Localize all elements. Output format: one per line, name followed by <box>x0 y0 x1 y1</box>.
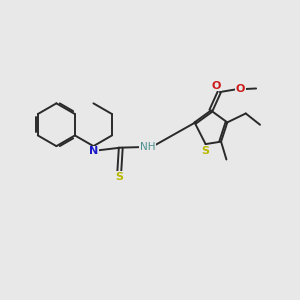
Text: S: S <box>115 172 123 182</box>
Text: N: N <box>89 146 99 157</box>
Text: O: O <box>236 84 245 94</box>
Text: S: S <box>201 146 209 156</box>
Text: O: O <box>212 80 221 91</box>
Text: NH: NH <box>140 142 155 152</box>
